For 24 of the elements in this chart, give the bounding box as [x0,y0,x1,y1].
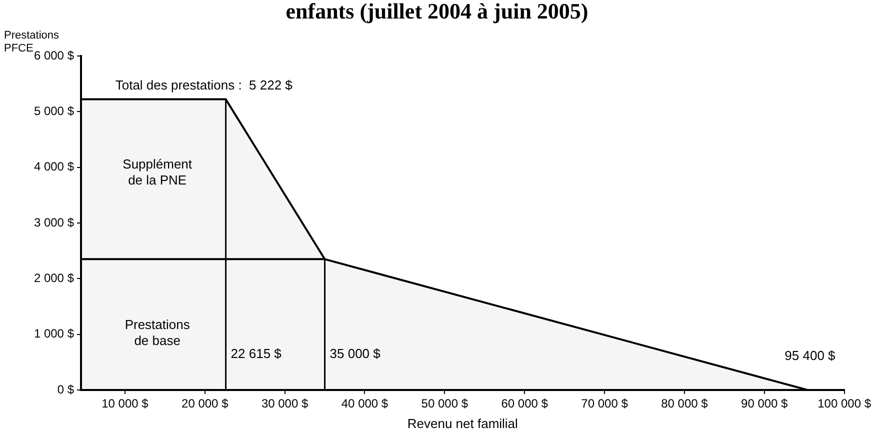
x-tick-label: 90 000 $ [741,396,788,411]
x-tick-label: 40 000 $ [341,396,388,411]
annotation: Supplément de la PNE [122,156,192,188]
y-tick-label: 2 000 $ [34,270,74,285]
y-tick-label: 4 000 $ [34,160,74,174]
x-tick-label: 70 000 $ [581,396,628,411]
ref-line-label: 22 615 $ [230,346,282,361]
ref-line-label: 35 000 $ [330,346,382,361]
x-tick-label: 20 000 $ [182,396,229,411]
x-tick-label: 60 000 $ [501,396,548,411]
x-tick-label: 50 000 $ [421,396,468,411]
x-tick-label: 80 000 $ [661,396,708,411]
y-tick-label: 3 000 $ [34,215,74,230]
x-axis-title: Revenu net familial [407,416,518,431]
x-tick-label: 100 000 $ [818,396,872,411]
annotation: Prestations de base [124,316,190,348]
chart-title: enfants (juillet 2004 à juin 2005) [286,0,588,24]
x-tick-label: 30 000 $ [261,396,308,411]
y-tick-label: 1 000 $ [34,326,74,341]
y-tick-label: 0 $ [57,382,74,396]
x-tick-label: 10 000 $ [102,396,149,411]
y-tick-label: 5 000 $ [34,104,74,118]
annotation: Total des prestations : 5 222 $ [115,78,294,93]
annotation: 95 400 $ [784,348,836,364]
